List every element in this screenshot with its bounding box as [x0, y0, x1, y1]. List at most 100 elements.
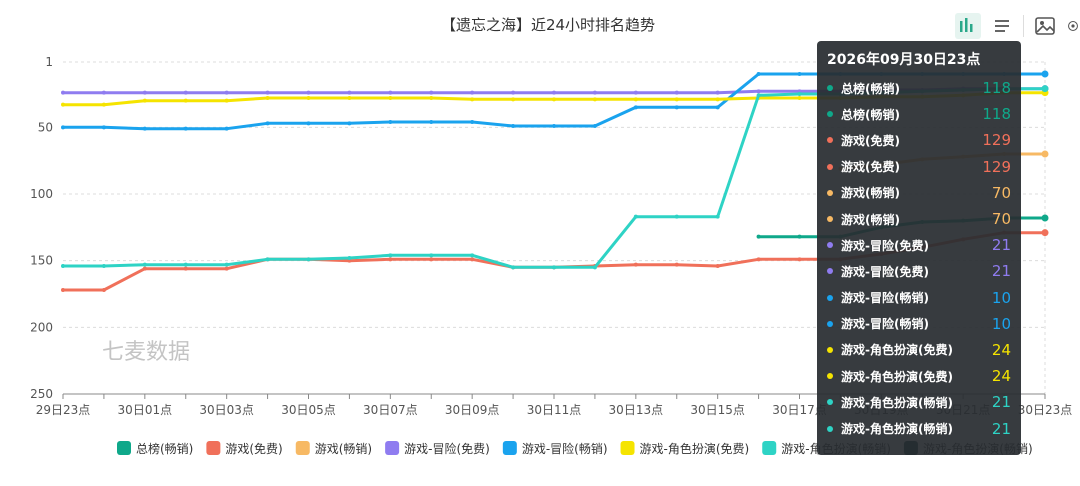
data-point[interactable] — [142, 98, 147, 103]
data-point[interactable] — [306, 90, 311, 95]
data-point[interactable] — [592, 265, 597, 270]
data-point[interactable] — [797, 72, 802, 76]
save-image-icon[interactable] — [1032, 13, 1058, 39]
data-point[interactable] — [101, 90, 106, 95]
data-point[interactable] — [142, 126, 147, 131]
data-point[interactable] — [511, 265, 516, 270]
data-point[interactable] — [61, 102, 65, 107]
data-point[interactable] — [142, 262, 147, 267]
data-point[interactable] — [183, 98, 188, 103]
data-point[interactable] — [470, 90, 475, 95]
data-point[interactable] — [224, 266, 229, 271]
data-point[interactable] — [306, 96, 311, 100]
bar-chart-icon[interactable] — [955, 13, 981, 39]
data-point[interactable] — [306, 121, 311, 126]
data-point[interactable] — [61, 264, 65, 268]
data-point[interactable] — [388, 120, 393, 124]
data-point[interactable] — [552, 97, 556, 102]
data-point[interactable] — [592, 90, 597, 95]
data-point[interactable] — [633, 97, 638, 102]
legend-item[interactable]: 总榜(畅销) — [117, 441, 193, 456]
data-point[interactable] — [797, 96, 802, 100]
data-point[interactable] — [552, 90, 556, 95]
data-point[interactable] — [429, 253, 434, 258]
data-point[interactable] — [142, 90, 147, 95]
data-point[interactable] — [1041, 70, 1049, 78]
data-view-icon[interactable] — [989, 13, 1015, 39]
data-point[interactable] — [797, 257, 802, 262]
data-point[interactable] — [756, 89, 761, 94]
data-point[interactable] — [388, 96, 393, 100]
data-point[interactable] — [347, 96, 352, 100]
data-point[interactable] — [429, 96, 434, 100]
data-point[interactable] — [511, 97, 516, 102]
data-point[interactable] — [592, 124, 597, 128]
data-point[interactable] — [674, 105, 679, 110]
data-point[interactable] — [61, 288, 65, 292]
data-point[interactable] — [265, 121, 270, 126]
legend-item[interactable]: 游戏-冒险(畅销) — [502, 441, 608, 456]
data-point[interactable] — [347, 90, 352, 95]
data-point[interactable] — [470, 253, 475, 258]
data-point[interactable] — [61, 125, 65, 130]
data-point[interactable] — [715, 97, 720, 102]
data-point[interactable] — [756, 93, 761, 98]
data-point[interactable] — [552, 265, 556, 270]
data-point[interactable] — [633, 214, 638, 219]
data-point[interactable] — [224, 98, 229, 103]
data-point[interactable] — [347, 121, 352, 126]
data-point[interactable] — [183, 90, 188, 95]
data-point[interactable] — [101, 102, 106, 107]
legend-item[interactable]: 游戏-冒险(免费) — [385, 441, 490, 456]
data-point[interactable] — [1041, 85, 1049, 93]
data-point[interactable] — [224, 90, 229, 95]
data-point[interactable] — [388, 257, 393, 262]
data-point[interactable] — [1041, 214, 1049, 222]
data-point[interactable] — [347, 256, 352, 260]
data-point[interactable] — [674, 90, 679, 95]
legend-item[interactable]: 游戏(畅销) — [295, 441, 372, 456]
data-point[interactable] — [674, 262, 679, 267]
data-point[interactable] — [633, 90, 638, 95]
data-point[interactable] — [797, 234, 802, 239]
settings-icon[interactable] — [1066, 13, 1080, 39]
data-point[interactable] — [715, 90, 720, 95]
data-point[interactable] — [592, 97, 597, 102]
data-point[interactable] — [797, 92, 802, 96]
data-point[interactable] — [715, 214, 720, 219]
data-point[interactable] — [552, 124, 556, 128]
data-point[interactable] — [183, 126, 188, 131]
data-point[interactable] — [265, 257, 270, 262]
data-point[interactable] — [224, 126, 229, 131]
data-point[interactable] — [715, 105, 720, 110]
data-point[interactable] — [101, 264, 106, 268]
legend-item[interactable]: 游戏(免费) — [206, 441, 283, 456]
data-point[interactable] — [388, 253, 393, 258]
data-point[interactable] — [429, 257, 434, 262]
data-point[interactable] — [633, 262, 638, 267]
data-point[interactable] — [101, 288, 106, 292]
data-point[interactable] — [674, 97, 679, 102]
data-point[interactable] — [101, 125, 106, 130]
data-point[interactable] — [1041, 229, 1049, 237]
data-point[interactable] — [306, 257, 311, 262]
data-point[interactable] — [429, 90, 434, 95]
data-point[interactable] — [265, 96, 270, 100]
data-point[interactable] — [1041, 150, 1049, 158]
data-point[interactable] — [470, 257, 475, 262]
data-point[interactable] — [224, 262, 229, 267]
data-point[interactable] — [715, 264, 720, 268]
data-point[interactable] — [183, 262, 188, 267]
data-point[interactable] — [756, 234, 761, 239]
data-point[interactable] — [429, 120, 434, 124]
data-point[interactable] — [61, 90, 65, 95]
data-point[interactable] — [756, 257, 761, 262]
data-point[interactable] — [183, 266, 188, 271]
data-point[interactable] — [142, 266, 147, 271]
data-point[interactable] — [674, 214, 679, 219]
data-point[interactable] — [633, 105, 638, 110]
data-point[interactable] — [388, 90, 393, 95]
data-point[interactable] — [265, 90, 270, 95]
data-point[interactable] — [470, 97, 475, 102]
data-point[interactable] — [511, 124, 516, 128]
